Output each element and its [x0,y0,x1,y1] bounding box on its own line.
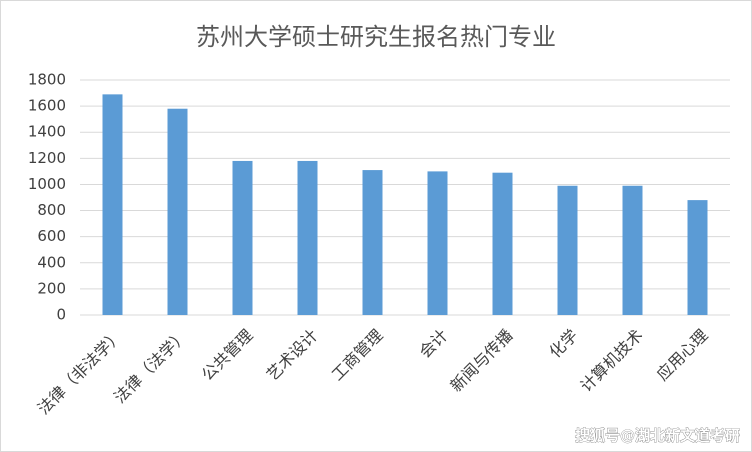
watermark: 搜狐号@湖北新文道考研 [575,427,740,445]
chart-title: 苏州大学硕士研究生报名热门专业 [196,23,556,51]
y-tick-label: 800 [37,201,66,219]
bar [167,108,188,315]
y-tick-label: 400 [37,253,66,271]
bar [297,160,318,315]
bar [362,170,383,315]
y-tick-label: 1800 [28,71,66,89]
y-tick-label: 1600 [28,97,66,115]
y-tick-label: 600 [37,227,66,245]
bar [232,160,253,315]
bar [557,185,578,315]
bar [622,185,643,315]
y-tick-label: 1200 [28,149,66,167]
bar [102,94,123,315]
bar [427,171,448,315]
y-tick-label: 0 [56,306,66,324]
y-tick-label: 1000 [28,175,66,193]
bar [492,172,513,315]
y-tick-label: 1400 [28,123,66,141]
bar [687,200,708,315]
y-tick-label: 200 [37,279,66,297]
